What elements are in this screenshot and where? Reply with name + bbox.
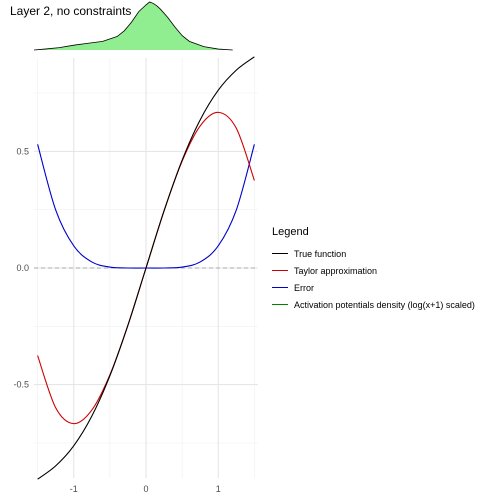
legend-title: Legend [272, 226, 309, 238]
density-line [33, 1, 233, 51]
legend-label: Taylor approximation [294, 265, 378, 276]
legend-items: True function Taylor approximation Error Ac… [272, 245, 475, 313]
legend-label: Activation potentials density (log(x+1) … [294, 299, 475, 310]
y-tick-label: 0.5 [16, 146, 29, 156]
density-area [34, 2, 233, 50]
x-tick-label: -1 [70, 484, 78, 494]
density-panel [33, 1, 233, 51]
legend-swatch [272, 287, 288, 288]
legend-item-error: Error [272, 279, 475, 296]
tick-labels: -1 0 1 -0.5 0.0 0.5 [13, 146, 220, 494]
series-lines [37, 56, 255, 480]
x-tick-label: 1 [216, 484, 221, 494]
legend-item-taylor-approximation: Taylor approximation [272, 262, 475, 279]
legend-swatch [272, 270, 288, 271]
series-true-function [37, 56, 255, 480]
legend-label: Error [294, 282, 314, 293]
legend-swatch [272, 253, 288, 254]
legend-label: True function [294, 248, 347, 259]
y-tick-label: 0.0 [16, 263, 29, 273]
y-tick-label: -0.5 [13, 380, 29, 390]
x-tick-label: 0 [143, 484, 148, 494]
chart-title: Layer 2, no constraints [10, 4, 132, 18]
legend-swatch [272, 304, 288, 305]
legend-item-true-function: True function [272, 245, 475, 262]
legend-item-density: Activation potentials density (log(x+1) … [272, 296, 475, 313]
legend: Legend True function Taylor approximation… [272, 226, 475, 313]
